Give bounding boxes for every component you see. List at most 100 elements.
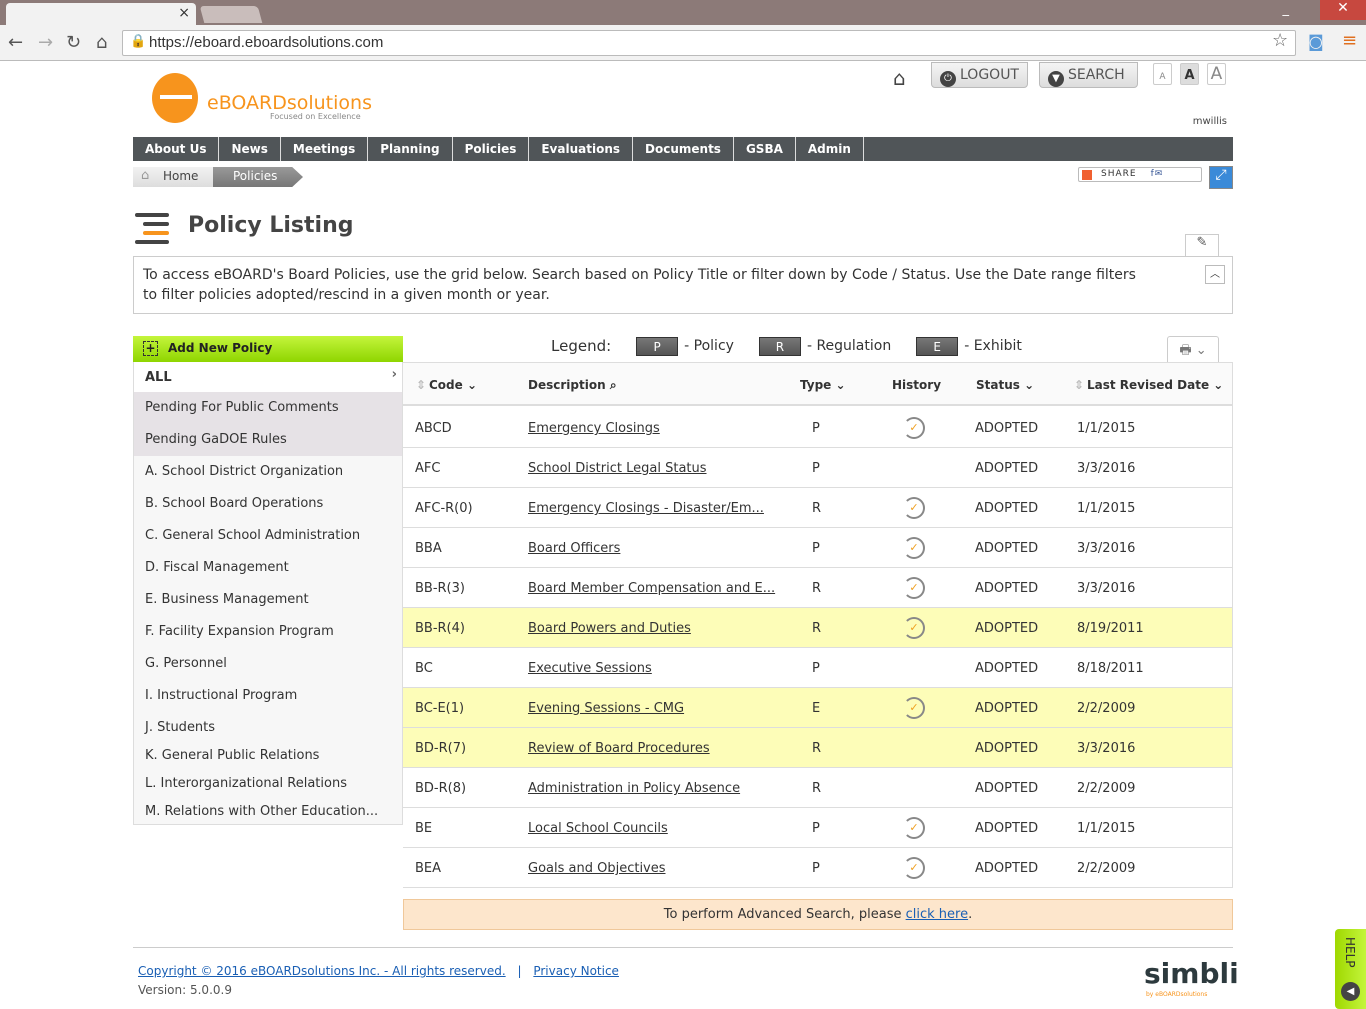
history-icon[interactable]: ✓ xyxy=(903,497,925,519)
logout-button[interactable]: ⏻ LOGOUT xyxy=(931,62,1028,88)
menu-item-planning[interactable]: Planning xyxy=(368,137,453,161)
caret-down-icon: ▼ xyxy=(1048,71,1064,87)
table-row[interactable]: AFC-R(0) Emergency Closings - Disaster/E… xyxy=(403,488,1232,528)
sidebar-item-category[interactable]: F. Facility Expansion Program xyxy=(133,616,403,648)
cell-status: ADOPTED xyxy=(975,781,1039,796)
sidebar-item-category[interactable]: G. Personnel xyxy=(133,648,403,680)
home-icon[interactable]: ⌂ xyxy=(96,32,108,53)
sidebar-item-all[interactable]: ALL › xyxy=(133,362,403,392)
policy-title-link[interactable]: Evening Sessions - CMG xyxy=(528,701,685,716)
forward-icon[interactable]: → xyxy=(38,32,54,53)
home-icon[interactable]: ⌂ xyxy=(893,66,906,90)
font-large-button[interactable]: A xyxy=(1207,63,1226,85)
sidebar-item-category[interactable]: L. Interorganizational Relations xyxy=(133,768,403,796)
history-icon[interactable]: ✓ xyxy=(903,617,925,639)
print-dropdown-icon[interactable]: 🖶 ⌄ xyxy=(1167,336,1219,362)
column-last-revised-date[interactable]: Last Revised Date ⌄ xyxy=(1087,378,1224,392)
policy-title-link[interactable]: Administration in Policy Absence xyxy=(528,781,741,796)
sidebar-item-category[interactable]: B. School Board Operations xyxy=(133,488,403,520)
history-icon[interactable]: ✓ xyxy=(903,697,925,719)
font-medium-button[interactable]: A xyxy=(1180,63,1199,85)
browser-tab[interactable]: × xyxy=(6,3,196,25)
copyright-link[interactable]: Copyright © 2016 eBOARDsolutions Inc. - … xyxy=(138,964,506,978)
search-icon[interactable]: ⌕ xyxy=(609,378,617,392)
help-tab[interactable]: HELP ◀ xyxy=(1335,929,1366,1009)
cell-code: BC xyxy=(415,661,433,676)
column-status[interactable]: Status ⌄ xyxy=(976,378,1035,392)
menu-item-policies[interactable]: Policies xyxy=(453,137,530,161)
menu-item-news[interactable]: News xyxy=(219,137,281,161)
table-row[interactable]: BEA Goals and Objectives P ✓ ADOPTED 2/2… xyxy=(403,848,1232,888)
sidebar-item-category[interactable]: M. Relations with Other Education... xyxy=(133,796,403,824)
sidebar-item-pending[interactable]: Pending For Public Comments xyxy=(133,392,403,424)
back-icon[interactable]: ← xyxy=(8,32,24,53)
share-plus-icon xyxy=(1082,170,1092,180)
privacy-notice-link[interactable]: Privacy Notice xyxy=(533,964,619,978)
sidebar-item-category[interactable]: J. Students xyxy=(133,712,403,740)
table-row[interactable]: BBA Board Officers P ✓ ADOPTED 3/3/2016 xyxy=(403,528,1232,568)
policy-title-link[interactable]: Executive Sessions xyxy=(528,661,652,676)
font-small-button[interactable]: A xyxy=(1153,63,1172,85)
policy-title-link[interactable]: Emergency Closings - Disaster/Em... xyxy=(528,501,764,516)
bookmark-star-icon[interactable]: ☆ xyxy=(1272,30,1289,51)
menu-item-about-us[interactable]: About Us xyxy=(133,137,220,161)
table-row[interactable]: BB-R(4) Board Powers and Duties R ✓ ADOP… xyxy=(403,608,1232,648)
column-type[interactable]: Type ⌄ xyxy=(800,378,846,392)
table-row[interactable]: BC-E(1) Evening Sessions - CMG E ✓ ADOPT… xyxy=(403,688,1232,728)
history-icon[interactable]: ✓ xyxy=(903,537,925,559)
url-input[interactable]: https://eboard.eboardsolutions.com xyxy=(122,30,1296,56)
legend-policy-badge: P xyxy=(636,336,679,356)
table-row[interactable]: BE Local School Councils P ✓ ADOPTED 1/1… xyxy=(403,808,1232,848)
menu-item-gsba[interactable]: GSBA xyxy=(734,137,796,161)
camera-icon[interactable]: ◙ xyxy=(1308,32,1324,51)
breadcrumb-home[interactable]: Home xyxy=(133,167,213,187)
history-icon[interactable]: ✓ xyxy=(903,417,925,439)
close-tab-icon[interactable]: × xyxy=(178,5,190,21)
sidebar-item-category[interactable]: C. General School Administration xyxy=(133,520,403,552)
fullscreen-icon[interactable]: ⤢ xyxy=(1209,166,1233,189)
sidebar-item-category[interactable]: A. School District Organization xyxy=(133,456,403,488)
logo-icon xyxy=(152,73,198,123)
cell-date: 2/2/2009 xyxy=(1077,861,1136,876)
table-row[interactable]: ABCD Emergency Closings P ✓ ADOPTED 1/1/… xyxy=(403,408,1232,448)
menu-item-evaluations[interactable]: Evaluations xyxy=(529,137,634,161)
policy-title-link[interactable]: School District Legal Status xyxy=(528,461,707,476)
policy-title-link[interactable]: Local School Councils xyxy=(528,821,668,836)
window-close-button[interactable]: ✕ xyxy=(1320,0,1366,20)
history-icon[interactable]: ✓ xyxy=(903,577,925,599)
history-icon[interactable]: ✓ xyxy=(903,857,925,879)
policy-title-link[interactable]: Emergency Closings xyxy=(528,421,660,436)
collapse-chevron-up-icon[interactable]: ︿ xyxy=(1205,265,1225,284)
policy-title-link[interactable]: Board Powers and Duties xyxy=(528,621,691,636)
sidebar-item-category[interactable]: K. General Public Relations xyxy=(133,740,403,768)
new-tab-button[interactable] xyxy=(199,6,263,23)
policy-title-link[interactable]: Board Member Compensation and E... xyxy=(528,581,776,596)
history-icon[interactable]: ✓ xyxy=(903,817,925,839)
policy-title-link[interactable]: Goals and Objectives xyxy=(528,861,666,876)
menu-item-meetings[interactable]: Meetings xyxy=(281,137,369,161)
share-button[interactable]: SHARE f✉ xyxy=(1078,167,1202,182)
search-button[interactable]: ▼ SEARCH xyxy=(1039,62,1138,88)
edit-pencil-icon[interactable]: ✎ xyxy=(1185,234,1219,256)
table-row[interactable]: BD-R(7) Review of Board Procedures R ADO… xyxy=(403,728,1232,768)
sidebar-item-category[interactable]: I. Instructional Program xyxy=(133,680,403,712)
sidebar-item-category[interactable]: E. Business Management xyxy=(133,584,403,616)
cell-status: ADOPTED xyxy=(975,821,1039,836)
table-row[interactable]: BB-R(3) Board Member Compensation and E.… xyxy=(403,568,1232,608)
table-row[interactable]: AFC School District Legal Status P ADOPT… xyxy=(403,448,1232,488)
menu-item-admin[interactable]: Admin xyxy=(796,137,864,161)
table-row[interactable]: BC Executive Sessions P ADOPTED 8/18/201… xyxy=(403,648,1232,688)
policy-grid: ⇕ Code ⌄ Description ⌕ Type ⌄ History St… xyxy=(403,362,1233,888)
column-code[interactable]: Code ⌄ xyxy=(429,378,478,392)
menu-icon[interactable]: ≡ xyxy=(1342,30,1358,51)
reload-icon[interactable]: ↻ xyxy=(66,32,82,53)
menu-item-documents[interactable]: Documents xyxy=(633,137,734,161)
column-description[interactable]: Description ⌕ xyxy=(528,378,617,392)
sidebar-item-category[interactable]: D. Fiscal Management xyxy=(133,552,403,584)
advanced-search-link[interactable]: click here xyxy=(905,907,969,922)
table-row[interactable]: BD-R(8) Administration in Policy Absence… xyxy=(403,768,1232,808)
policy-title-link[interactable]: Board Officers xyxy=(528,541,621,556)
policy-title-link[interactable]: Review of Board Procedures xyxy=(528,741,710,756)
sidebar-item-pending[interactable]: Pending GaDOE Rules xyxy=(133,424,403,456)
add-new-policy-button[interactable]: + Add New Policy xyxy=(133,336,403,362)
